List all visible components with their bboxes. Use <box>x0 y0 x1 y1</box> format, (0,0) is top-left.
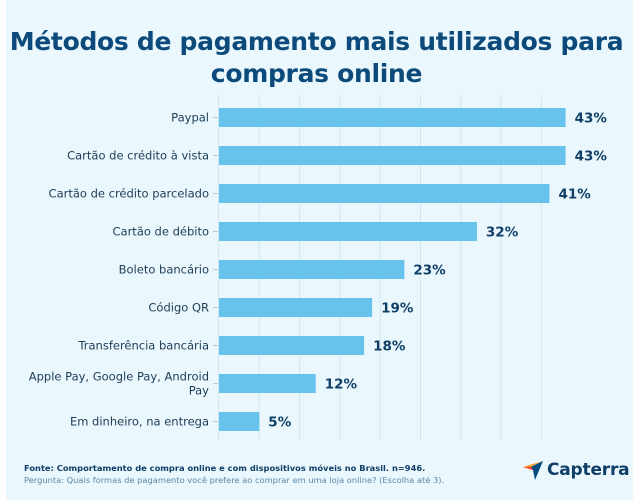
bar <box>219 374 316 393</box>
value-label: 32% <box>486 225 519 241</box>
bar <box>219 298 373 317</box>
bar <box>219 108 566 127</box>
category-label-line: Cartão de crédito à vista <box>67 149 209 163</box>
footer: Fonte: Comportamento de compra online e … <box>24 462 444 486</box>
value-label: 43% <box>575 111 608 127</box>
category-label: Boleto bancário <box>119 263 209 277</box>
capterra-logo-text: Capterra <box>547 460 630 480</box>
value-label: 18% <box>373 339 406 355</box>
category-label-line: Pay <box>189 384 209 398</box>
chart-panel <box>6 0 633 500</box>
category-label: Cartão de crédito parcelado <box>49 187 209 201</box>
value-label: 43% <box>575 149 608 165</box>
bar <box>219 412 260 431</box>
category-label: Em dinheiro, na entrega <box>70 415 209 429</box>
category-label-line: Código QR <box>148 301 209 315</box>
bar <box>219 146 566 165</box>
source-note: Fonte: Comportamento de compra online e … <box>24 463 426 473</box>
category-label-line: Apple Pay, Google Pay, Android <box>29 370 209 384</box>
category-label: Apple Pay, Google Pay, Android Pay <box>29 370 209 398</box>
category-label-line: Cartão de crédito parcelado <box>49 187 209 201</box>
category-label-line: Boleto bancário <box>119 263 209 277</box>
bar <box>219 222 477 241</box>
question-note: Pergunta: Quais formas de pagamento você… <box>24 475 445 485</box>
category-label: Transferência bancária <box>77 339 209 353</box>
value-label: 19% <box>381 301 414 317</box>
y-axis <box>213 95 219 440</box>
chart-title-line-1: Métodos de pagamento mais utilizados par… <box>9 27 624 56</box>
value-labels: 43% 43% 41% 32% 23% 19% 18% 12% 5% <box>268 111 607 431</box>
value-label: 23% <box>413 263 446 279</box>
chart-title-line-2: compras online <box>210 59 423 88</box>
bar <box>219 336 365 355</box>
category-label: Código QR <box>148 301 209 315</box>
capterra-arrow-icon <box>523 461 543 480</box>
bars <box>219 108 566 431</box>
bar <box>219 260 405 279</box>
value-label: 12% <box>325 377 358 393</box>
category-label: Cartão de crédito à vista <box>67 149 209 163</box>
category-label: Paypal <box>171 111 209 125</box>
category-label-line: Em dinheiro, na entrega <box>70 415 209 429</box>
category-labels: Paypal Cartão de crédito à vista Cartão de… <box>29 111 209 429</box>
value-label: 41% <box>558 187 591 203</box>
category-label: Cartão de débito <box>113 225 210 239</box>
bar <box>219 184 550 203</box>
category-label-line: Transferência bancária <box>77 339 209 353</box>
value-label: 5% <box>268 415 291 431</box>
capterra-logo[interactable]: Capterra <box>522 459 630 481</box>
category-label-line: Cartão de débito <box>113 225 210 239</box>
category-label-line: Paypal <box>171 111 209 125</box>
chart-title: Métodos de pagamento mais utilizados par… <box>0 26 633 90</box>
